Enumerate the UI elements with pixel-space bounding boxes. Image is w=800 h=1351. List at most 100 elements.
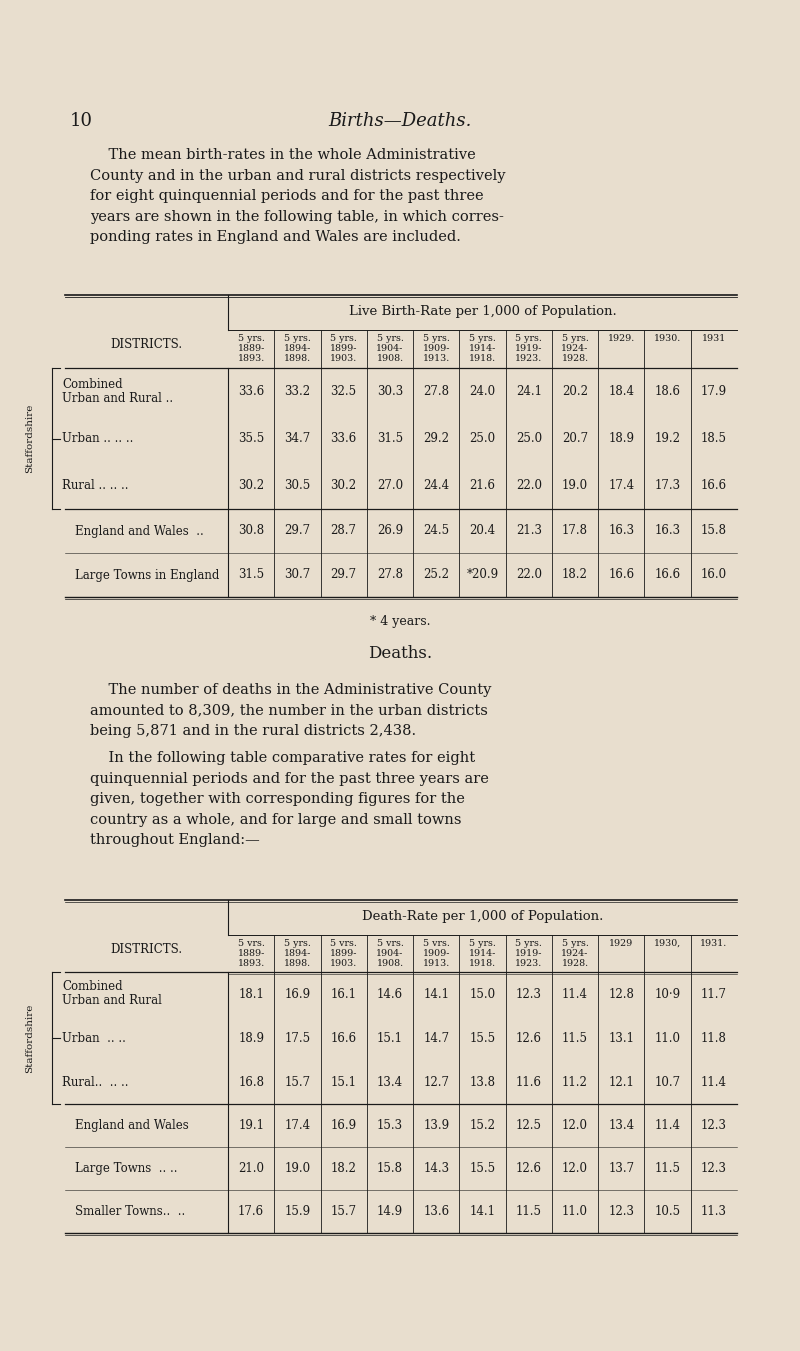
Text: 12.3: 12.3 (516, 988, 542, 1001)
Text: 11.0: 11.0 (562, 1205, 588, 1219)
Text: 16.3: 16.3 (654, 524, 681, 538)
Text: 29.7: 29.7 (284, 524, 310, 538)
Text: 1903.: 1903. (330, 354, 358, 363)
Text: 1899-: 1899- (330, 345, 358, 353)
Text: 17.4: 17.4 (284, 1119, 310, 1132)
Text: 18.5: 18.5 (701, 432, 727, 444)
Text: 14.6: 14.6 (377, 988, 403, 1001)
Text: 27.8: 27.8 (423, 385, 450, 399)
Text: 16.6: 16.6 (701, 480, 727, 492)
Text: 11.5: 11.5 (516, 1205, 542, 1219)
Text: 11.0: 11.0 (654, 1032, 681, 1044)
Text: 13.4: 13.4 (608, 1119, 634, 1132)
Text: 30.2: 30.2 (330, 480, 357, 492)
Text: 30.8: 30.8 (238, 524, 264, 538)
Text: 15.7: 15.7 (330, 1205, 357, 1219)
Text: 1909-: 1909- (422, 345, 450, 353)
Text: Large Towns in England: Large Towns in England (75, 569, 219, 581)
Text: 1899-: 1899- (330, 948, 358, 958)
Text: 12.6: 12.6 (516, 1032, 542, 1044)
Text: 14.3: 14.3 (423, 1162, 450, 1175)
Text: 16.1: 16.1 (330, 988, 357, 1001)
Text: 22.0: 22.0 (516, 480, 542, 492)
Text: 19.0: 19.0 (284, 1162, 310, 1175)
Text: Death-Rate per 1,000 of Population.: Death-Rate per 1,000 of Population. (362, 911, 603, 923)
Text: Staffordshire: Staffordshire (26, 404, 34, 473)
Text: Combined: Combined (62, 378, 122, 390)
Text: 30.7: 30.7 (284, 569, 310, 581)
Text: 1913.: 1913. (422, 354, 450, 363)
Text: 18.6: 18.6 (654, 385, 681, 399)
Text: 35.5: 35.5 (238, 432, 264, 444)
Text: 18.2: 18.2 (330, 1162, 357, 1175)
Text: Urban and Rural: Urban and Rural (62, 994, 162, 1008)
Text: 17.4: 17.4 (608, 480, 634, 492)
Text: 1930.: 1930. (654, 334, 682, 343)
Text: 18.2: 18.2 (562, 569, 588, 581)
Text: 16.6: 16.6 (330, 1032, 357, 1044)
Text: * 4 years.: * 4 years. (370, 615, 430, 628)
Text: *20.9: *20.9 (466, 569, 498, 581)
Text: 11.4: 11.4 (562, 988, 588, 1001)
Text: 5 yrs.: 5 yrs. (515, 939, 542, 948)
Text: 33.6: 33.6 (330, 432, 357, 444)
Text: 24.1: 24.1 (516, 385, 542, 399)
Text: 5 yrs.: 5 yrs. (238, 334, 265, 343)
Text: 29.2: 29.2 (423, 432, 450, 444)
Text: 10: 10 (70, 112, 93, 130)
Text: 13.9: 13.9 (423, 1119, 450, 1132)
Text: Combined: Combined (62, 981, 122, 993)
Text: 31.5: 31.5 (377, 432, 403, 444)
Text: 12.3: 12.3 (608, 1205, 634, 1219)
Text: 1909-: 1909- (422, 948, 450, 958)
Text: Smaller Towns..  ..: Smaller Towns.. .. (75, 1205, 186, 1219)
Text: 24.0: 24.0 (470, 385, 495, 399)
Text: 25.0: 25.0 (516, 432, 542, 444)
Text: 5 yrs.: 5 yrs. (515, 334, 542, 343)
Text: 19.2: 19.2 (654, 432, 681, 444)
Text: 10.5: 10.5 (654, 1205, 681, 1219)
Text: 1904-: 1904- (376, 345, 404, 353)
Text: 17.9: 17.9 (701, 385, 727, 399)
Text: 15.1: 15.1 (330, 1075, 357, 1089)
Text: 1904-: 1904- (376, 948, 404, 958)
Text: 31.5: 31.5 (238, 569, 264, 581)
Text: 5 vrs.: 5 vrs. (330, 939, 357, 948)
Text: Urban  .. ..: Urban .. .. (62, 1032, 126, 1044)
Text: 5 vrs.: 5 vrs. (238, 939, 265, 948)
Text: 1889-: 1889- (238, 345, 265, 353)
Text: 5 yrs.: 5 yrs. (469, 334, 496, 343)
Text: 24.4: 24.4 (423, 480, 450, 492)
Text: 30.2: 30.2 (238, 480, 264, 492)
Text: 34.7: 34.7 (284, 432, 310, 444)
Text: England and Wales: England and Wales (75, 1119, 189, 1132)
Text: 1913.: 1913. (422, 959, 450, 969)
Text: 17.6: 17.6 (238, 1205, 264, 1219)
Text: 13.1: 13.1 (608, 1032, 634, 1044)
Text: 21.0: 21.0 (238, 1162, 264, 1175)
Text: 11.5: 11.5 (654, 1162, 681, 1175)
Text: 16.6: 16.6 (608, 569, 634, 581)
Text: 18.4: 18.4 (608, 385, 634, 399)
Text: 5 yrs.: 5 yrs. (284, 334, 311, 343)
Text: 5 yrs.: 5 yrs. (330, 334, 357, 343)
Text: 13.7: 13.7 (608, 1162, 634, 1175)
Text: 16.8: 16.8 (238, 1075, 264, 1089)
Text: Live Birth-Rate per 1,000 of Population.: Live Birth-Rate per 1,000 of Population. (349, 305, 616, 317)
Text: 14.9: 14.9 (377, 1205, 403, 1219)
Text: 1908.: 1908. (376, 354, 403, 363)
Text: 11.8: 11.8 (701, 1032, 727, 1044)
Text: 5 yrs.: 5 yrs. (422, 334, 450, 343)
Text: 15.2: 15.2 (470, 1119, 495, 1132)
Text: Rural..  .. ..: Rural.. .. .. (62, 1075, 129, 1089)
Text: 5 yrs.: 5 yrs. (562, 334, 589, 343)
Text: 15.8: 15.8 (377, 1162, 403, 1175)
Text: 1914-: 1914- (469, 345, 496, 353)
Text: Urban .. .. ..: Urban .. .. .. (62, 432, 134, 444)
Text: DISTRICTS.: DISTRICTS. (110, 338, 182, 351)
Text: 20.2: 20.2 (562, 385, 588, 399)
Text: 12.7: 12.7 (423, 1075, 450, 1089)
Text: 26.9: 26.9 (377, 524, 403, 538)
Text: 1928.: 1928. (562, 959, 589, 969)
Text: 12.0: 12.0 (562, 1119, 588, 1132)
